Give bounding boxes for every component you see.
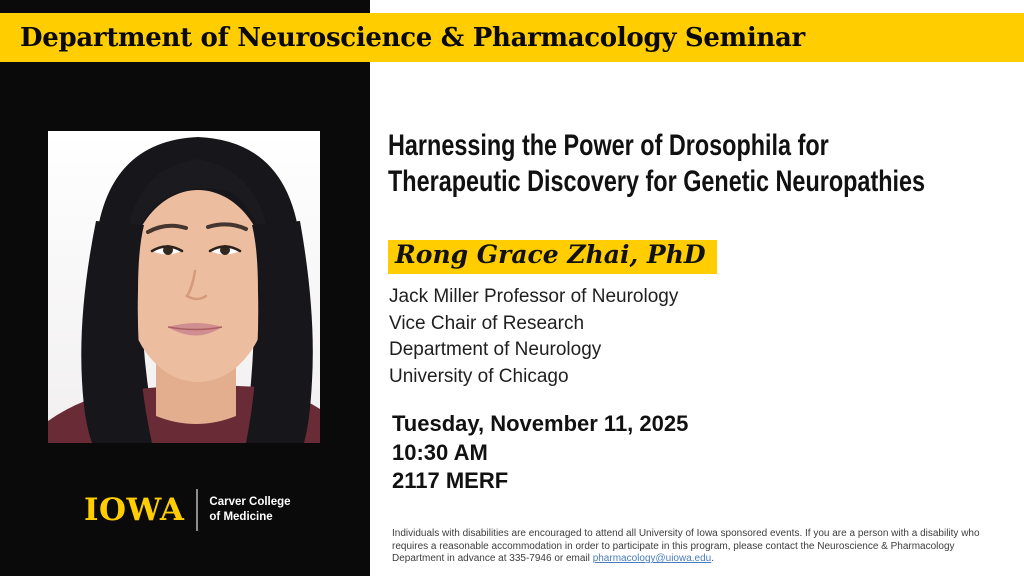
- iowa-logo: IOWA: [84, 491, 185, 528]
- affiliation-line: University of Chicago: [389, 365, 569, 387]
- affiliation-line: Department of Neurology: [389, 339, 602, 360]
- talk-title: Harnessing the Power of Drosophila for T…: [388, 128, 925, 200]
- event-time: 10:30 AM: [392, 439, 488, 465]
- speaker-portrait-icon: [48, 131, 320, 443]
- speaker-name: Rong Grace Zhai, PhD: [388, 240, 717, 274]
- event-location: 2117 MERF: [392, 468, 509, 493]
- talk-title-line2: Therapeutic Discovery for Genetic Neurop…: [388, 165, 926, 198]
- event-details: Tuesday, November 11, 2025 10:30 AM 2117…: [392, 410, 688, 496]
- speaker-affiliations: Jack Miller Professor of Neurology Vice …: [389, 284, 678, 390]
- disclaimer-text: Individuals with disabilities are encour…: [392, 528, 980, 565]
- talk-title-line1: Harnessing the Power of Drosophila for: [388, 129, 829, 162]
- banner: Department of Neuroscience & Pharmacolog…: [0, 13, 1024, 62]
- affiliation-line: Jack Miller Professor of Neurology: [389, 286, 679, 307]
- event-date: Tuesday, November 11, 2025: [392, 411, 689, 436]
- college-line2: of Medicine: [209, 511, 273, 523]
- iowa-logo-block: IOWA Carver College of Medicine: [84, 489, 291, 531]
- speaker-photo: [48, 131, 320, 443]
- affiliation-line: Vice Chair of Research: [389, 312, 585, 334]
- logo-divider: [196, 489, 199, 531]
- college-name: Carver College of Medicine: [209, 495, 290, 525]
- disclaimer-text-end: .: [711, 553, 715, 565]
- college-line1: Carver College: [209, 496, 291, 509]
- disclaimer: Individuals with disabilities are encour…: [392, 528, 992, 566]
- email-link[interactable]: pharmacology@uiowa.edu: [592, 553, 712, 565]
- banner-title: Department of Neuroscience & Pharmacolog…: [20, 22, 805, 53]
